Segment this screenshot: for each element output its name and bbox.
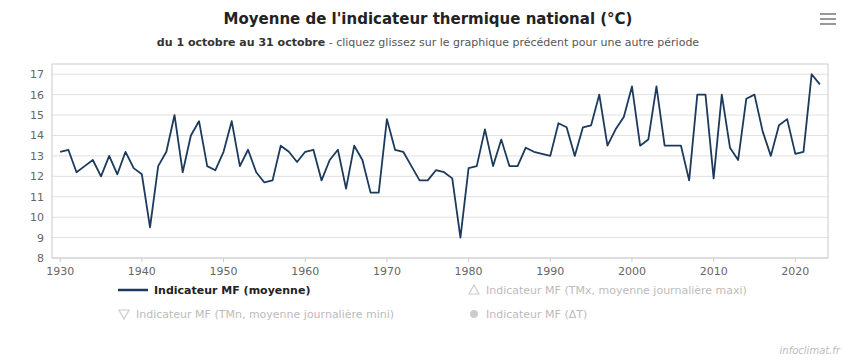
y-tick-label: 9 [37,232,44,245]
x-tick-label: 1970 [373,265,401,278]
legend-swatch [118,289,148,292]
legend-marker [469,285,479,294]
x-tick-label: 2000 [618,265,646,278]
y-tick-label: 17 [30,68,44,81]
title: Moyenne de l'indicateur thermique nation… [224,10,633,28]
subtitle-part: du 1 octobre au 31 octobre [157,36,325,49]
x-tick [141,258,142,262]
y-tick-label: 16 [30,89,44,102]
series-line [60,74,820,237]
x-tick [386,258,387,262]
y-tick-label: 11 [30,191,44,204]
chart: Moyenne de l'indicateur thermique nation… [0,0,856,362]
grid-line [52,74,828,75]
subtitle: du 1 octobre au 31 octobre - cliquez gli… [157,36,700,49]
y-tick-label: 8 [37,252,44,265]
y-tick-label: 14 [30,129,44,142]
x-tick [468,258,469,262]
y-tick-label: 15 [30,109,44,122]
subtitle-part: - cliquez glissez sur le graphique précé… [325,36,699,49]
x-tick [713,258,714,262]
x-tick-label: 2010 [700,265,728,278]
menu-icon [820,13,836,15]
legend-label: Indicateur MF (TMx, moyenne journalière … [486,284,747,297]
legend-marker [470,310,478,318]
x-tick-label: 1930 [46,265,74,278]
grid-line [52,115,828,116]
menu-icon [820,18,836,20]
legend-label: Indicateur MF (ΔT) [486,308,587,321]
grid-line [52,176,828,177]
grid-line [52,135,828,136]
x-tick-label: 1940 [128,265,156,278]
grid-line [52,237,828,238]
grid-line [52,217,828,218]
x-tick [305,258,306,262]
x-tick-label: 1950 [210,265,238,278]
x-tick-label: 2020 [781,265,809,278]
legend-marker [119,310,129,319]
footer: infoclimat.fr [780,345,841,356]
plot-area [60,74,820,237]
menu-icon [820,23,836,25]
grid-line [52,196,828,197]
y-tick-label: 10 [30,211,44,224]
y-tick-label: 13 [30,150,44,163]
legend-label: Indicateur MF (moyenne) [154,284,310,297]
grid-line [52,94,828,95]
legend-label: Indicateur MF (TMn, moyenne journalière … [136,308,394,321]
x-tick [631,258,632,262]
x-tick [550,258,551,262]
y-tick-label: 12 [30,170,44,183]
grid [52,74,828,258]
x-tick [795,258,796,262]
x-tick [60,258,61,262]
x-tick [223,258,224,262]
x-tick-label: 1990 [536,265,564,278]
plot-frame [52,64,828,258]
background [0,0,856,362]
x-tick-label: 1980 [455,265,483,278]
x-tick-label: 1960 [291,265,319,278]
